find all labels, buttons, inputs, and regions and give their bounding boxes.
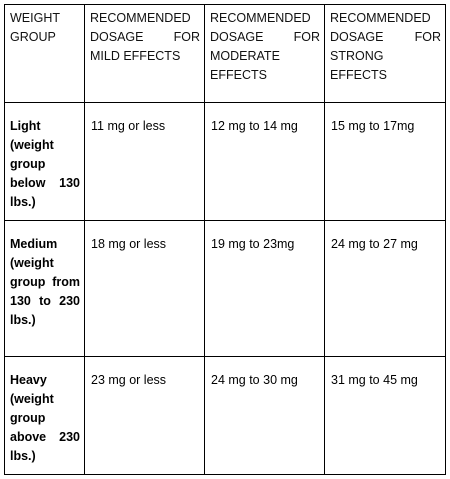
dosage-table: WEIGHT GROUP RECOMMENDED DOSAGE FOR MILD… (4, 4, 446, 475)
weight-group-cell: Light (weight group below 130 lbs.) (4, 102, 85, 221)
mild-dosage-cell: 11 mg or less (84, 102, 205, 221)
column-header-moderate: RECOMMENDED DOSAGE FOR MODERATE EFFECTS (204, 4, 325, 103)
strong-dosage-cell: 24 mg to 27 mg (324, 220, 446, 357)
table-row: Light (weight group below 130 lbs.) 11 m… (4, 102, 446, 221)
strong-dosage-cell: 15 mg to 17mg (324, 102, 446, 221)
column-header-strong: RECOMMENDED DOSAGE FOR STRONG EFFECTS (324, 4, 446, 103)
moderate-dosage-cell: 12 mg to 14 mg (204, 102, 325, 221)
weight-group-cell: Heavy (weight group above 230 lbs.) (4, 356, 85, 475)
table-header-row: WEIGHT GROUP RECOMMENDED DOSAGE FOR MILD… (4, 4, 446, 103)
strong-dosage-cell: 31 mg to 45 mg (324, 356, 446, 475)
mild-dosage-cell: 23 mg or less (84, 356, 205, 475)
column-header-weight-group: WEIGHT GROUP (4, 4, 85, 103)
mild-dosage-cell: 18 mg or less (84, 220, 205, 357)
weight-group-cell: Medium (weight group from 130 to 230 lbs… (4, 220, 85, 357)
table-row: Medium (weight group from 130 to 230 lbs… (4, 220, 446, 357)
column-header-mild: RECOMMENDED DOSAGE FOR MILD EFFECTS (84, 4, 205, 103)
table-row: Heavy (weight group above 230 lbs.) 23 m… (4, 356, 446, 475)
moderate-dosage-cell: 19 mg to 23mg (204, 220, 325, 357)
moderate-dosage-cell: 24 mg to 30 mg (204, 356, 325, 475)
